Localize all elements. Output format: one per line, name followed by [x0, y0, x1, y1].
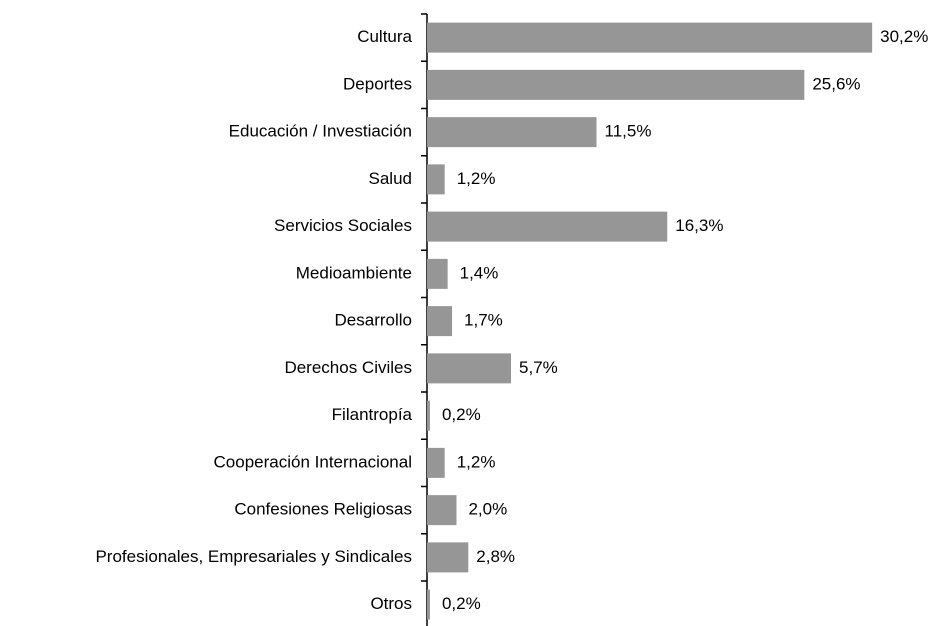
data-label: 16,3%: [675, 216, 723, 235]
bar: [427, 22, 873, 53]
category-label: Cooperación Internacional: [214, 452, 412, 471]
data-label: 1,2%: [457, 452, 496, 471]
bar: [427, 258, 448, 289]
category-label: Educación / Investiación: [229, 122, 412, 141]
category-label: Salud: [369, 169, 412, 188]
data-label: 0,2%: [442, 405, 481, 424]
bar: [427, 495, 457, 526]
data-label: 30,2%: [880, 27, 928, 46]
data-label: 2,0%: [468, 500, 507, 519]
bar: [427, 164, 445, 195]
data-label: 0,2%: [442, 594, 481, 613]
category-label: Otros: [370, 594, 412, 613]
data-label: 2,8%: [476, 547, 515, 566]
bar: [427, 353, 512, 384]
category-label: Cultura: [357, 27, 412, 46]
category-label: Servicios Sociales: [274, 216, 412, 235]
data-label: 25,6%: [812, 74, 860, 93]
bar: [427, 306, 453, 337]
bar: [427, 69, 805, 100]
bar: [427, 117, 597, 148]
category-label: Profesionales, Empresariales y Sindicale…: [95, 547, 412, 566]
category-label: Medioambiente: [296, 263, 412, 282]
category-label: Confesiones Religiosas: [234, 500, 412, 519]
category-label: Desarrollo: [335, 311, 412, 330]
bar: [427, 211, 668, 242]
data-label: 5,7%: [519, 358, 558, 377]
category-label: Filantropía: [332, 405, 413, 424]
data-label: 1,4%: [460, 263, 499, 282]
category-label: Deportes: [343, 74, 412, 93]
bar: [427, 589, 430, 620]
data-label: 11,5%: [605, 122, 652, 141]
category-label: Derechos Civiles: [284, 358, 412, 377]
data-label: 1,2%: [457, 169, 496, 188]
bar: [427, 542, 469, 573]
bar: [427, 447, 445, 478]
data-label: 1,7%: [464, 311, 503, 330]
bar: [427, 400, 430, 431]
